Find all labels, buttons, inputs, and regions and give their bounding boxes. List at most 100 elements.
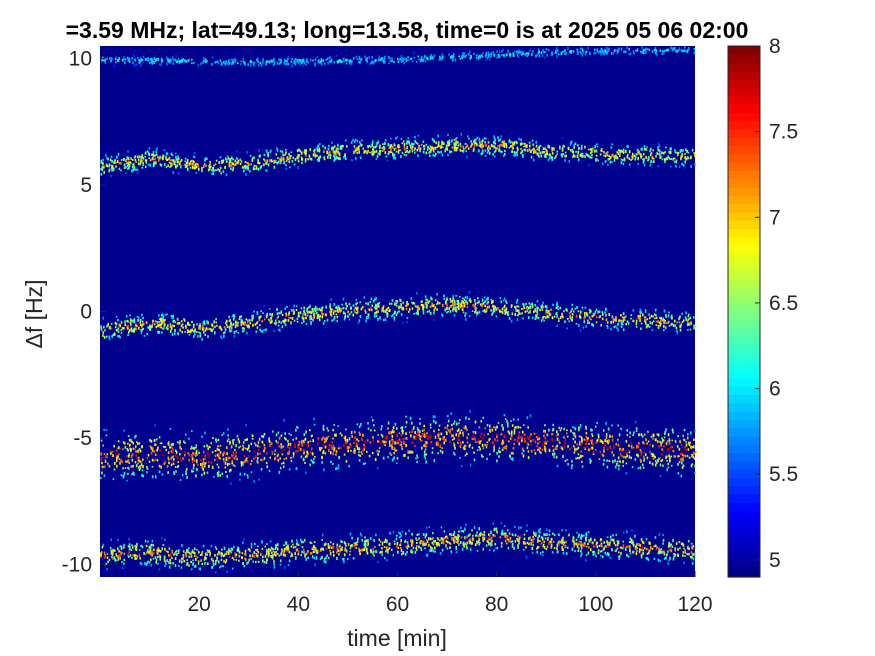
heatmap-cell <box>143 334 146 337</box>
heatmap-cell <box>496 547 499 550</box>
heatmap-cell <box>459 419 461 421</box>
heatmap-cell <box>161 473 164 476</box>
heatmap-cell <box>376 449 378 453</box>
heatmap-cell <box>594 425 597 428</box>
heatmap-cell <box>638 543 640 547</box>
heatmap-cell <box>282 445 284 448</box>
heatmap-cell <box>117 330 120 333</box>
heatmap-cell <box>691 454 693 458</box>
heatmap-cell <box>358 319 361 323</box>
heatmap-cell <box>159 557 161 561</box>
heatmap-cell <box>539 308 541 312</box>
heatmap-cell <box>473 299 476 302</box>
heatmap-cell <box>573 434 575 437</box>
heatmap-cell <box>183 440 185 443</box>
heatmap-cell <box>287 547 290 551</box>
heatmap-cell <box>225 321 227 324</box>
heatmap-cell <box>628 541 631 543</box>
heatmap-cell <box>290 434 292 436</box>
heatmap-cell <box>343 453 346 456</box>
heatmap-cell <box>288 550 291 554</box>
heatmap-cell <box>182 457 184 460</box>
heatmap-cell <box>356 438 358 441</box>
heatmap-cell <box>675 326 678 330</box>
heatmap-cell <box>291 539 293 543</box>
heatmap-cell <box>138 466 140 470</box>
heatmap-cell <box>364 440 366 444</box>
heatmap-cell <box>513 428 516 432</box>
heatmap-cell <box>470 435 473 438</box>
heatmap-cell <box>387 456 389 459</box>
heatmap-cell <box>400 534 402 538</box>
heatmap-cell <box>202 544 205 548</box>
heatmap-cell <box>471 529 473 532</box>
heatmap-cell <box>284 318 286 322</box>
heatmap-cell <box>592 550 594 554</box>
heatmap-cell <box>304 553 307 556</box>
heatmap-cell <box>672 430 674 434</box>
heatmap-cell <box>195 446 197 449</box>
heatmap-cell <box>454 453 456 456</box>
heatmap-cell <box>249 322 252 325</box>
heatmap-cell <box>134 448 136 451</box>
heatmap-cell <box>525 441 527 444</box>
heatmap-cell <box>364 536 366 539</box>
heatmap-cell <box>594 311 597 314</box>
heatmap-cell <box>306 454 308 458</box>
heatmap-cell <box>425 538 428 541</box>
heatmap-cell <box>378 543 381 547</box>
heatmap-cell <box>265 452 268 455</box>
heatmap-cell <box>562 541 565 544</box>
heatmap-cell <box>160 317 162 321</box>
heatmap-cell <box>447 310 450 313</box>
heatmap-cell <box>574 550 576 553</box>
heatmap-cell <box>363 447 365 451</box>
heatmap-cell <box>615 318 617 322</box>
heatmap-cell <box>303 551 305 554</box>
heatmap-cell <box>650 160 652 163</box>
heatmap-cell <box>478 144 481 147</box>
heatmap-cell <box>156 321 159 324</box>
heatmap-cell <box>649 316 651 320</box>
heatmap-cell <box>616 151 618 154</box>
heatmap-cell <box>427 147 430 150</box>
heatmap-cell <box>413 149 416 151</box>
heatmap-cell <box>358 450 360 454</box>
heatmap-cell <box>154 556 157 559</box>
heatmap-cell <box>299 447 302 452</box>
heatmap-cell <box>283 319 285 324</box>
heatmap-cell <box>115 322 118 326</box>
heatmap-cell <box>212 170 215 172</box>
heatmap-cell <box>280 443 282 446</box>
heatmap-cell <box>305 323 308 326</box>
heatmap-cell <box>148 561 151 564</box>
heatmap-cell <box>425 444 428 448</box>
heatmap-cell <box>464 444 466 448</box>
heatmap-cell <box>578 543 581 546</box>
heatmap-cell <box>249 170 251 173</box>
heatmap-cell <box>640 460 642 463</box>
heatmap-cell <box>628 455 631 459</box>
heatmap-cell <box>614 465 617 469</box>
heatmap-cell <box>575 150 577 153</box>
heatmap-cell <box>166 550 169 553</box>
heatmap-cell <box>115 553 118 556</box>
heatmap-cell <box>577 446 580 450</box>
heatmap-cell <box>155 444 157 446</box>
heatmap-cell <box>116 464 118 468</box>
heatmap-cell <box>340 446 343 450</box>
heatmap-cell <box>425 301 428 304</box>
heatmap-cell <box>403 442 406 445</box>
heatmap-cell <box>484 427 486 430</box>
heatmap-cell <box>270 554 272 558</box>
heatmap-cell <box>640 555 643 559</box>
heatmap-cell <box>489 424 491 428</box>
heatmap-cell <box>414 305 417 308</box>
heatmap-cell <box>436 441 439 445</box>
heatmap-cell <box>161 536 163 540</box>
heatmap-cell <box>483 137 486 140</box>
heatmap-cell <box>130 327 133 331</box>
heatmap-cell <box>147 549 149 553</box>
heatmap-cell <box>353 309 355 312</box>
heatmap-cell <box>202 324 204 327</box>
